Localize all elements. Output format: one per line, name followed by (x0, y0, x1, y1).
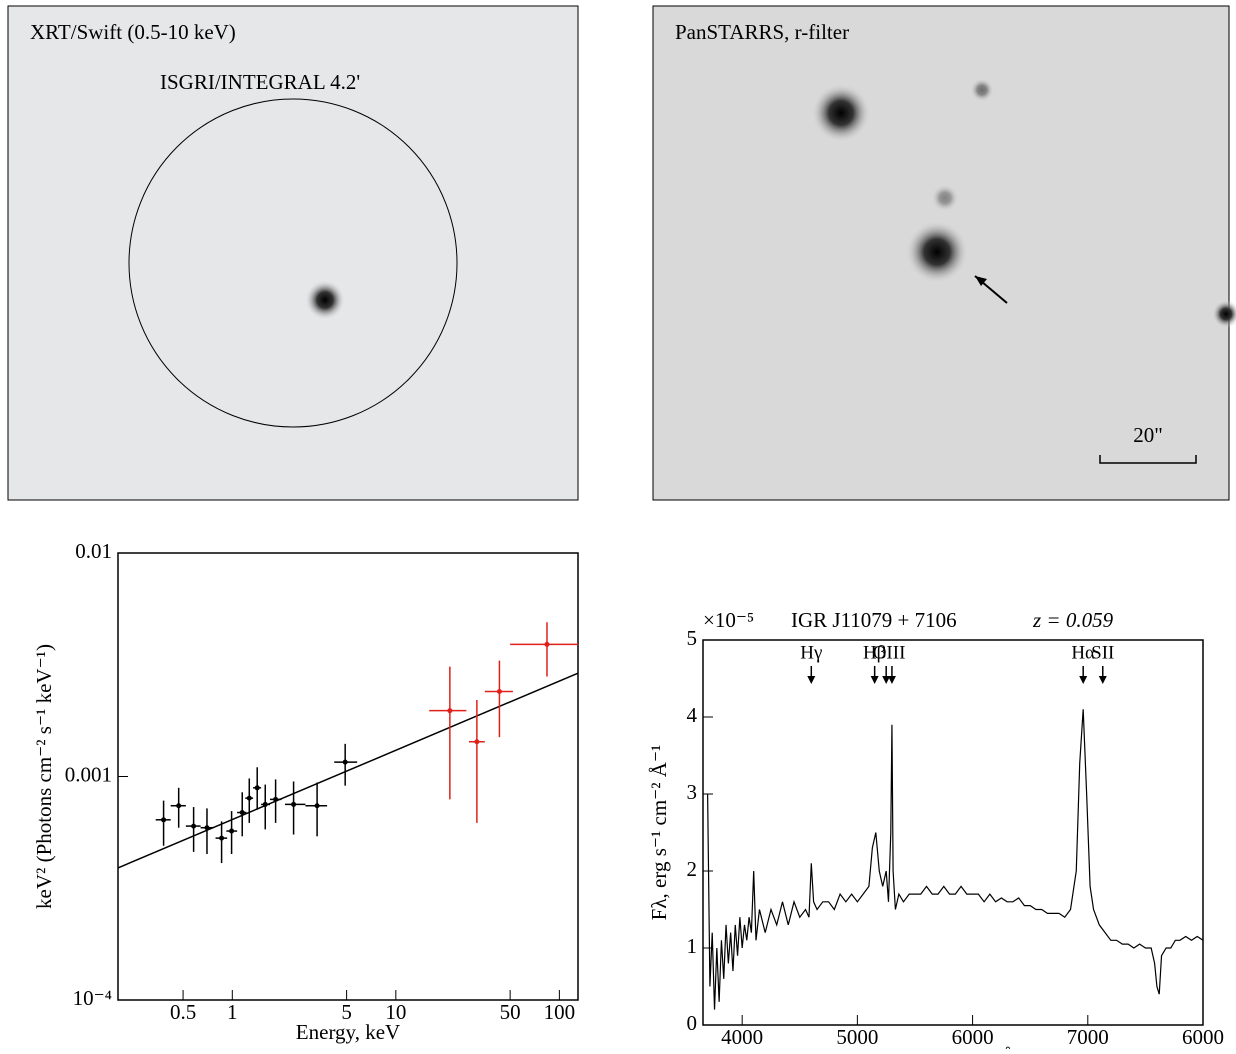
x-axis-label: Wavelength, Å (890, 1045, 1016, 1049)
multiplier: ×10⁻⁵ (703, 608, 754, 632)
x-tick-label: 10 (385, 1000, 406, 1024)
point (176, 803, 182, 809)
star (811, 83, 871, 143)
source (305, 280, 345, 320)
y-tick-label: 5 (687, 626, 698, 650)
x-tick-label: 6000 (952, 1025, 994, 1049)
scale-label: 20" (1133, 423, 1163, 447)
line-marker-head (887, 676, 896, 684)
line-marker-head (870, 676, 879, 684)
chart-title: IGR J11079 + 7106 (791, 608, 957, 632)
xrt-image: XRT/Swift (0.5-10 keV) ISGRI/INTEGRAL 4.… (7, 5, 579, 501)
point (204, 825, 210, 831)
spectrum (707, 709, 1204, 1010)
panstarrs-image: PanSTARRS, r-filter 20" (652, 5, 1236, 501)
x-axis-label: Energy, keV (296, 1020, 400, 1044)
point (262, 801, 268, 807)
line-marker-head (807, 676, 816, 684)
point (254, 785, 260, 791)
line-label: Hα (1071, 642, 1095, 663)
circle-label: ISGRI/INTEGRAL 4.2' (160, 70, 360, 94)
arrow-head (975, 276, 987, 286)
x-tick-label: 5000 (836, 1025, 878, 1049)
y-tick-label: 10⁻⁴ (73, 986, 112, 1010)
point (291, 801, 297, 807)
point (474, 739, 480, 745)
x-tick-label: 50 (500, 1000, 521, 1024)
y-tick-label: 0.01 (75, 539, 112, 563)
error-circle (128, 98, 458, 428)
x-tick-label: 4000 (721, 1025, 763, 1049)
star (1212, 300, 1236, 328)
x-tick-label: 6000 (1182, 1025, 1224, 1049)
x-tick-label: 0.5 (170, 1000, 196, 1024)
line-label: OIII (873, 642, 906, 663)
line-label: Hβ (863, 642, 886, 663)
point (229, 828, 235, 834)
line-marker-head (1098, 676, 1107, 684)
y-tick-label: 0.001 (65, 762, 112, 786)
line-marker-head (882, 676, 891, 684)
image-label: XRT/Swift (0.5-10 keV) (30, 20, 236, 44)
plot-frame (117, 552, 579, 1001)
y-axis-label: Fλ, erg s⁻¹ cm⁻² Å⁻¹ (647, 745, 671, 921)
point (447, 708, 453, 714)
point (161, 817, 167, 823)
y-tick-label: 4 (687, 703, 698, 727)
point (239, 810, 245, 816)
redshift: z = 0.059 (1032, 608, 1114, 632)
x-tick-label: 7000 (1067, 1025, 1109, 1049)
galaxy (905, 220, 969, 284)
point (496, 689, 502, 695)
point (273, 796, 279, 802)
scale-bar (1099, 455, 1197, 464)
x-tick-label: 1 (227, 1000, 238, 1024)
image-label: PanSTARRS, r-filter (675, 20, 849, 44)
point (314, 803, 320, 809)
point (191, 823, 197, 829)
line-label: SII (1091, 642, 1114, 663)
y-tick-label: 3 (687, 780, 698, 804)
y-axis-label: keV² (Photons cm⁻² s⁻¹ keV⁻¹) (32, 644, 56, 909)
point (544, 641, 550, 647)
point (246, 795, 252, 801)
fit-line (117, 672, 579, 869)
image-frame (7, 5, 579, 501)
x-tick-label: 100 (544, 1000, 576, 1024)
galaxy (931, 184, 959, 212)
y-tick-label: 0 (687, 1011, 698, 1035)
point (342, 759, 348, 765)
y-tick-label: 1 (687, 934, 698, 958)
line-label: Hγ (800, 642, 822, 663)
y-tick-label: 2 (687, 857, 698, 881)
galaxy (970, 78, 994, 102)
point (219, 835, 225, 841)
plot-frame (702, 639, 1204, 1026)
line-marker-head (1079, 676, 1088, 684)
x-tick-label: 5 (341, 1000, 352, 1024)
